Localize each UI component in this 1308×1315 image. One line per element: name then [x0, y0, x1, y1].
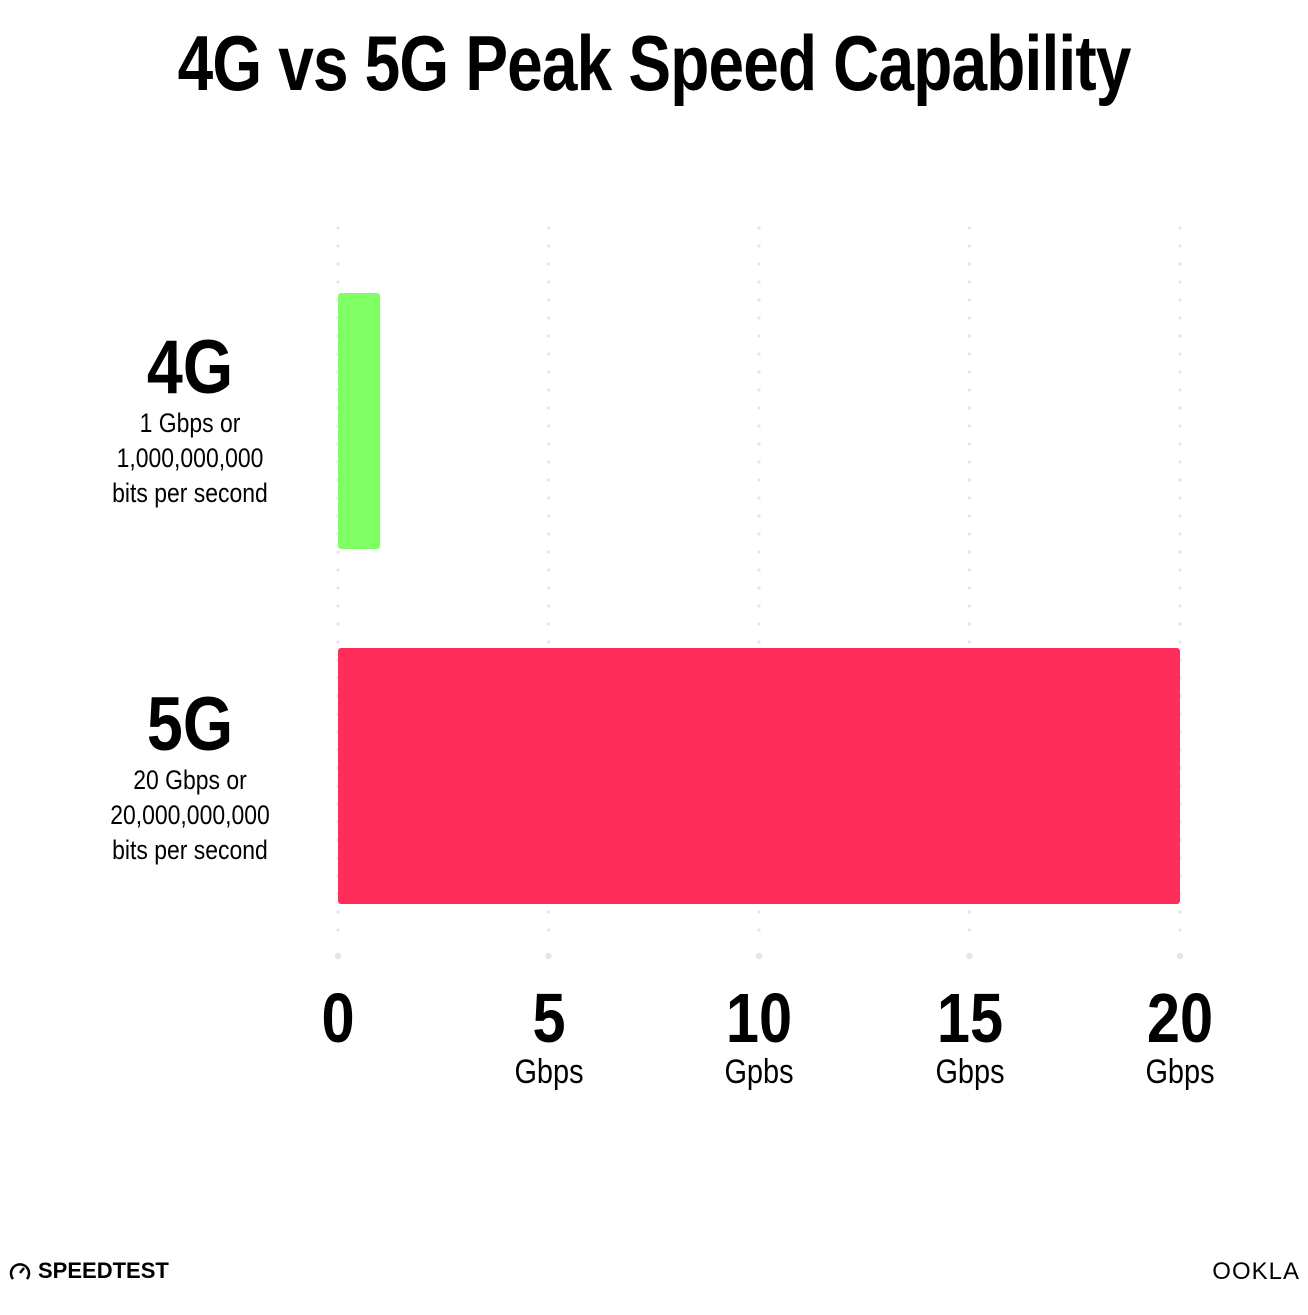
chart-title: 4G vs 5G Peak Speed Capability [177, 19, 1131, 107]
tick-label: 15 Gbps [934, 979, 1005, 1091]
category-label-4g: 4G 1 Gbps or 1,000,000,000 bits per seco… [112, 325, 268, 509]
ookla-logo: OOKLA [1212, 1258, 1300, 1285]
tick-label: 20 Gbps [1145, 979, 1215, 1091]
bar-4g [338, 293, 381, 549]
bar-5g [338, 648, 1180, 904]
speedtest-logo: SPEEDTEST [8, 1258, 169, 1284]
tick-label: 0 [321, 979, 355, 1057]
tick-label: 10 Gpbs [724, 979, 794, 1091]
category-label-5g: 5G 20 Gbps or 20,000,000,000 bits per se… [110, 682, 270, 866]
gauge-icon [9, 1263, 31, 1280]
tick-label: 5 Gbps [513, 979, 584, 1091]
